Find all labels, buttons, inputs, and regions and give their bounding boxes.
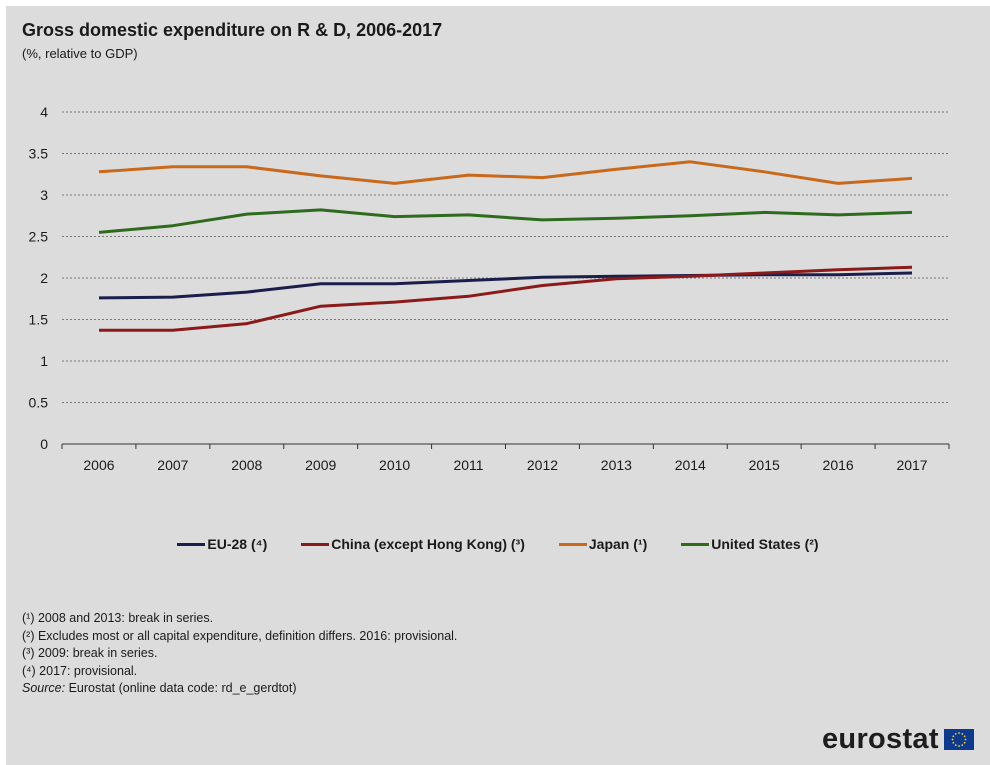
x-tick-label: 2012 xyxy=(527,457,558,473)
source-label: Source: xyxy=(22,681,66,695)
y-tick-label: 3.5 xyxy=(29,146,49,162)
footnotes: (¹) 2008 and 2013: break in series. (²) … xyxy=(22,610,457,698)
y-tick-label: 0 xyxy=(40,436,48,452)
y-tick-label: 2 xyxy=(40,270,48,286)
chart-panel: Gross domestic expenditure on R & D, 200… xyxy=(6,6,990,765)
flag-star xyxy=(957,731,960,734)
legend-item: United States (²) xyxy=(681,536,819,552)
x-tick-label: 2010 xyxy=(379,457,410,473)
flag-star xyxy=(957,744,960,747)
y-tick-label: 1.5 xyxy=(29,312,49,328)
x-tick-label: 2014 xyxy=(675,457,706,473)
series-line xyxy=(98,271,913,300)
x-tick-label: 2006 xyxy=(83,457,114,473)
legend-swatch xyxy=(177,542,206,546)
series-line xyxy=(98,160,913,185)
series-line xyxy=(99,265,913,332)
flag-star xyxy=(961,732,963,735)
eurostat-logo: eurostat xyxy=(822,724,974,754)
series-line xyxy=(98,208,913,234)
flag-star xyxy=(954,743,957,746)
x-tick-label: 2016 xyxy=(823,457,854,473)
x-tick-label: 2009 xyxy=(305,457,336,473)
x-tick-label: 2013 xyxy=(601,457,632,473)
legend-item: Japan (¹) xyxy=(558,536,648,552)
flag-star xyxy=(954,732,957,735)
chart-subtitle: (%, relative to GDP) xyxy=(22,46,138,61)
flag-star xyxy=(964,738,967,740)
footnote-2: (²) Excludes most or all capital expendi… xyxy=(22,628,458,643)
legend-swatch xyxy=(558,542,587,546)
flag-star xyxy=(951,738,954,740)
y-tick-label: 4 xyxy=(40,104,48,120)
y-tick-label: 2.5 xyxy=(29,229,49,245)
legend-swatch xyxy=(681,542,710,546)
footnote-3: (³) 2009: break in series. xyxy=(22,646,158,660)
footnote-1: (¹) 2008 and 2013: break in series. xyxy=(22,611,214,625)
x-tick-label: 2008 xyxy=(231,457,262,473)
y-tick-label: 3 xyxy=(40,187,48,203)
flag-star xyxy=(952,741,955,744)
legend-swatch xyxy=(301,542,330,546)
flag-star xyxy=(952,734,955,737)
legend-label: Japan (¹) xyxy=(588,536,648,552)
x-tick-label: 2007 xyxy=(157,457,188,473)
flag-star xyxy=(963,734,966,737)
y-tick-label: 1 xyxy=(40,353,48,369)
x-tick-label: 2017 xyxy=(896,457,927,473)
legend-item: EU-28 (⁴) xyxy=(177,536,267,552)
y-tick-label: 0.5 xyxy=(29,395,49,411)
source-line: Source: Eurostat (online data code: rd_e… xyxy=(22,680,457,698)
legend-label: EU-28 (⁴) xyxy=(207,536,268,552)
logo-text: eurostat xyxy=(822,723,939,755)
flag-star xyxy=(963,741,966,744)
line-chart: 0 0.5 1 1.5 2 2.5 3 3.5 4 2006 2007 2008 2009 2010 201… xyxy=(29,104,950,473)
source-text: Eurostat (online data code: rd_e_gerdtot… xyxy=(68,681,297,695)
flag-star xyxy=(961,743,963,746)
x-tick-label: 2015 xyxy=(749,457,780,473)
footnote-4: (⁴) 2017: provisional. xyxy=(22,663,138,678)
chart-legend: EU-28 (⁴) China (except Hong Kong) (³) Jap… xyxy=(6,536,990,552)
x-tick-label: 2011 xyxy=(453,457,483,473)
chart-title: Gross domestic expenditure on R & D, 200… xyxy=(22,20,443,40)
eu-flag-icon xyxy=(943,728,974,750)
legend-label: China (except Hong Kong) (³) xyxy=(331,536,525,552)
legend-label: United States (²) xyxy=(711,536,819,552)
legend-item: China (except Hong Kong) (³) xyxy=(301,536,525,552)
